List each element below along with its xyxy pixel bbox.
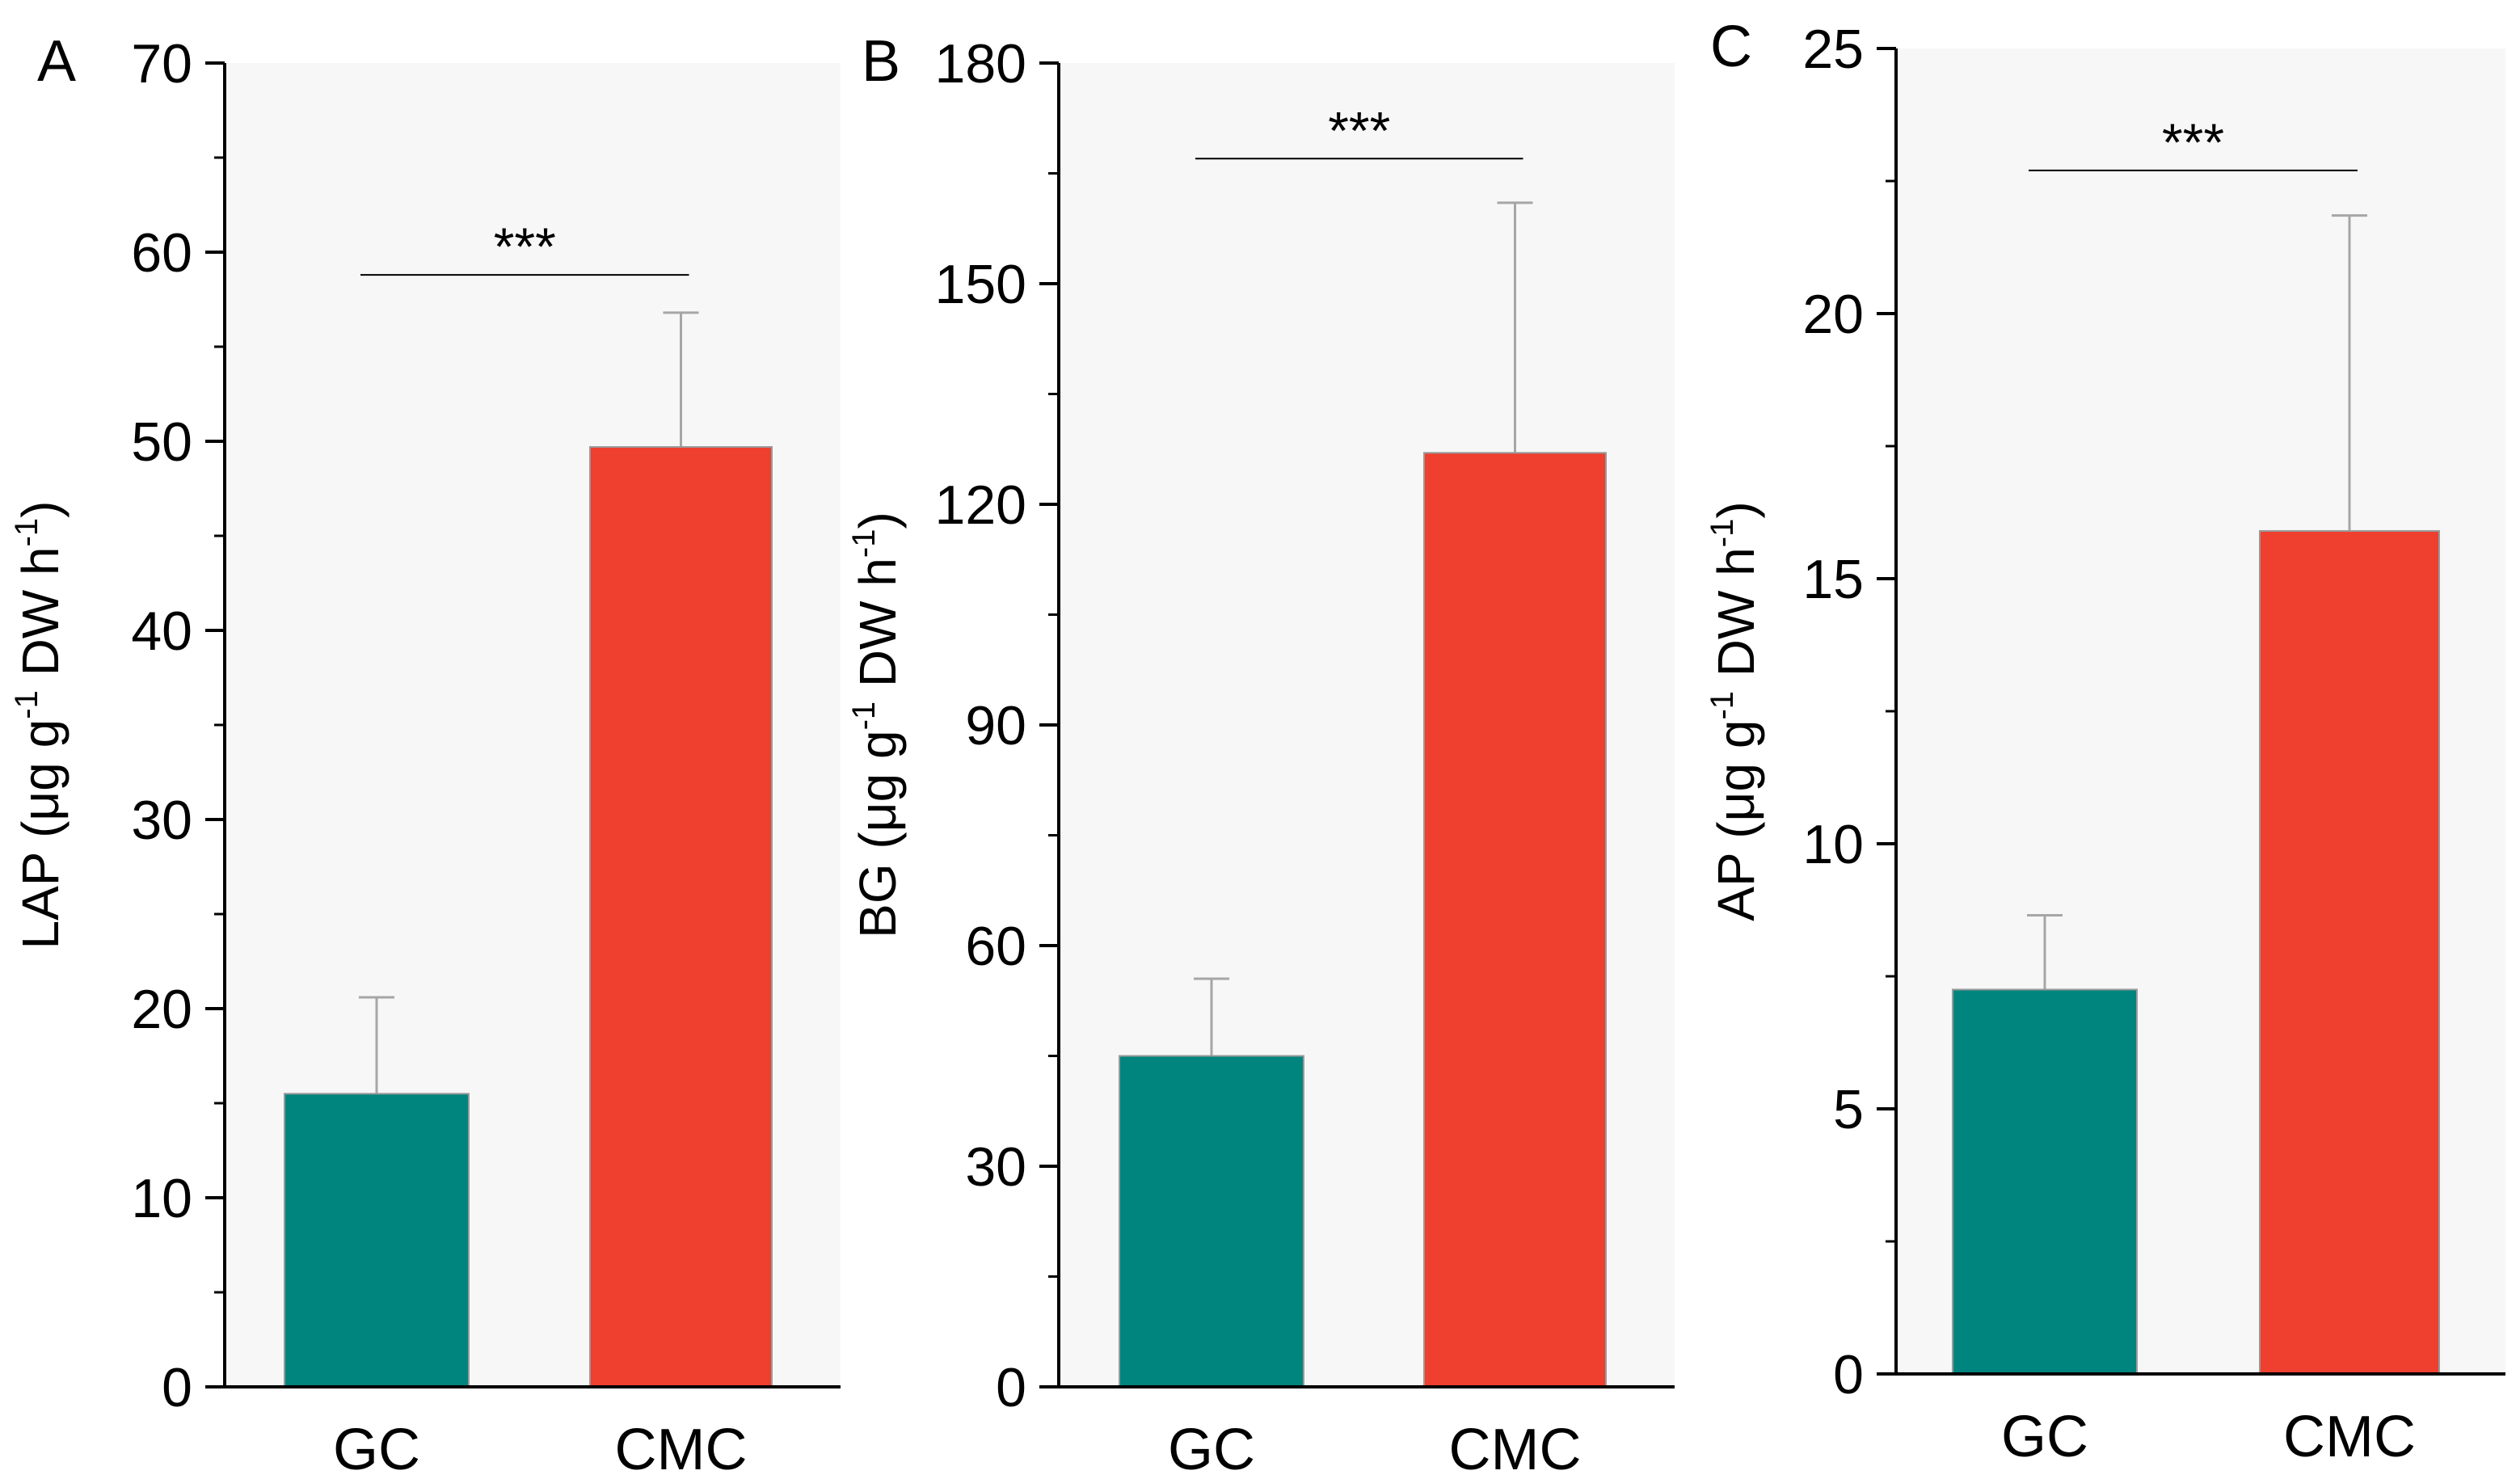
y-tick-label: 120 xyxy=(935,474,1026,536)
y-tick-label: 10 xyxy=(131,1168,192,1229)
y-axis-title: BG (μg g-1 DW h-1) xyxy=(846,512,907,938)
significance-label: *** xyxy=(2162,112,2224,172)
y-axis-title-part: ) xyxy=(11,501,70,518)
y-tick-label: 0 xyxy=(162,1357,192,1418)
y-tick-label: 60 xyxy=(131,222,192,284)
y-tick-label: 70 xyxy=(131,33,192,95)
y-axis-title-part: DW h xyxy=(849,558,907,702)
y-tick-label: 30 xyxy=(965,1136,1026,1198)
y-tick-label: 180 xyxy=(935,33,1026,95)
y-tick-label: 15 xyxy=(1802,549,1864,610)
x-tick-label: GC xyxy=(333,1418,420,1479)
y-axis-title: LAP (μg g-1 DW h-1) xyxy=(9,501,70,950)
x-tick-label: GC xyxy=(1168,1418,1255,1479)
y-axis-title-superscript: -1 xyxy=(9,518,44,547)
y-axis-title-superscript: -1 xyxy=(1705,691,1740,720)
y-axis-title-superscript: -1 xyxy=(1705,519,1740,548)
x-tick-label: CMC xyxy=(615,1418,748,1479)
panel-letter: C xyxy=(1710,15,1752,79)
y-axis-title: AP (μg g-1 DW h-1) xyxy=(1705,501,1765,921)
y-tick-label: 5 xyxy=(1833,1079,1864,1140)
y-tick-label: 30 xyxy=(131,790,192,851)
bar-gc xyxy=(1952,988,2138,1376)
bar-cmc xyxy=(1423,452,1607,1388)
y-tick-label: 150 xyxy=(935,254,1026,315)
x-tick-label: GC xyxy=(2001,1405,2088,1469)
y-axis-title-superscript: -1 xyxy=(846,702,882,731)
y-axis-title-superscript: -1 xyxy=(846,529,882,558)
significance-label: *** xyxy=(1328,100,1390,160)
y-tick-label: 90 xyxy=(965,695,1026,756)
y-tick-label: 20 xyxy=(1802,284,1864,345)
y-tick-label: 50 xyxy=(131,411,192,473)
significance-label: *** xyxy=(494,217,556,276)
bar-gc xyxy=(284,1093,470,1388)
y-axis-title-part: DW h xyxy=(11,546,70,690)
y-axis-title-part: DW h xyxy=(1707,547,1765,691)
y-axis-title-part: ) xyxy=(849,512,907,529)
y-tick-label: 10 xyxy=(1802,814,1864,875)
bar-gc xyxy=(1119,1055,1304,1388)
y-tick-label: 20 xyxy=(131,979,192,1040)
y-tick-label: 60 xyxy=(965,916,1026,977)
y-axis-title-superscript: -1 xyxy=(9,690,44,719)
panel-letter: B xyxy=(862,29,900,94)
x-tick-label: CMC xyxy=(1449,1418,1582,1479)
y-tick-label: 40 xyxy=(131,600,192,662)
panel-letter: A xyxy=(37,29,76,94)
bar-cmc xyxy=(589,446,773,1388)
bar-cmc xyxy=(2259,529,2440,1376)
x-tick-label: CMC xyxy=(2283,1405,2416,1469)
y-axis-title-part: LAP (μg g xyxy=(11,719,70,950)
y-tick-label: 25 xyxy=(1802,19,1864,80)
y-tick-label: 0 xyxy=(996,1357,1026,1418)
y-axis-title-part: BG (μg g xyxy=(849,730,907,938)
y-axis-title-part: ) xyxy=(1707,501,1765,518)
y-tick-label: 0 xyxy=(1833,1344,1864,1405)
y-axis-title-part: AP (μg g xyxy=(1707,720,1765,921)
